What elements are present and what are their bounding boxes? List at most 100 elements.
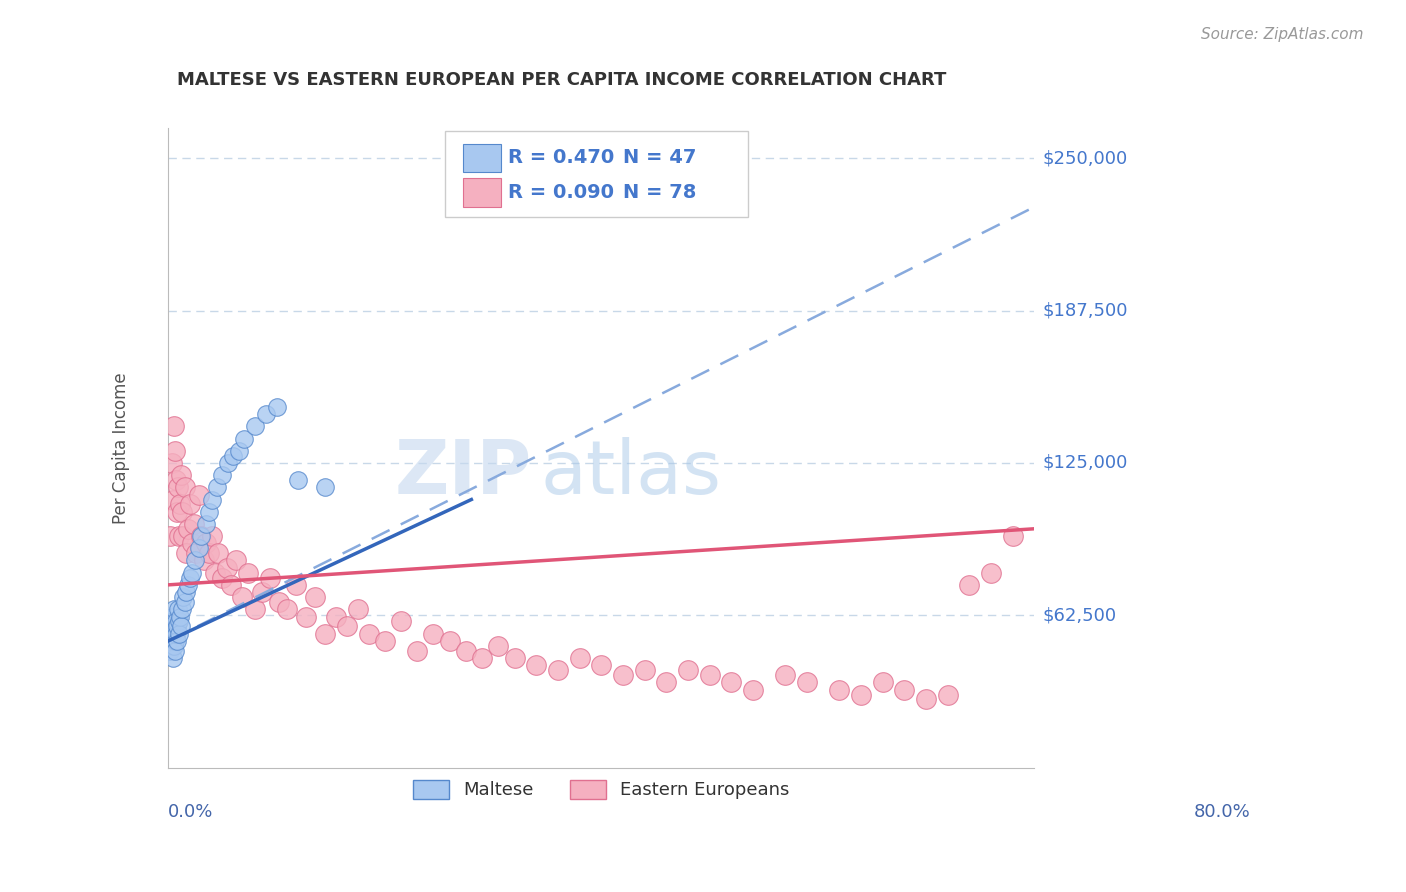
Point bbox=[179, 570, 201, 584]
Point bbox=[741, 682, 763, 697]
Point bbox=[568, 651, 591, 665]
Point bbox=[238, 566, 260, 580]
Point bbox=[547, 663, 569, 677]
Point bbox=[267, 595, 290, 609]
Point bbox=[167, 529, 190, 543]
Text: atlas: atlas bbox=[541, 437, 721, 510]
Point bbox=[325, 609, 347, 624]
Point bbox=[160, 609, 183, 624]
Point bbox=[169, 497, 191, 511]
Point bbox=[655, 675, 678, 690]
Point bbox=[200, 529, 222, 543]
Point bbox=[163, 634, 186, 648]
Point bbox=[228, 443, 250, 458]
Text: R = 0.470: R = 0.470 bbox=[508, 148, 614, 168]
Point bbox=[162, 651, 184, 665]
Point bbox=[287, 473, 309, 487]
Point bbox=[173, 595, 195, 609]
Point bbox=[163, 622, 186, 636]
Point bbox=[163, 443, 186, 458]
Point bbox=[225, 553, 247, 567]
Point bbox=[172, 505, 194, 519]
Point bbox=[222, 449, 245, 463]
Point bbox=[190, 529, 212, 543]
Point bbox=[676, 663, 699, 677]
Point bbox=[211, 570, 233, 584]
Point bbox=[177, 522, 200, 536]
Point bbox=[471, 651, 494, 665]
Point bbox=[162, 492, 184, 507]
Text: Source: ZipAtlas.com: Source: ZipAtlas.com bbox=[1201, 27, 1364, 42]
Point bbox=[200, 492, 222, 507]
Point bbox=[219, 578, 242, 592]
Point bbox=[165, 473, 187, 487]
Point bbox=[828, 682, 851, 697]
Point bbox=[314, 626, 336, 640]
Point bbox=[172, 590, 194, 604]
Point bbox=[184, 553, 207, 567]
Point bbox=[422, 626, 444, 640]
Point bbox=[211, 468, 233, 483]
Point bbox=[162, 615, 184, 629]
Point bbox=[159, 643, 181, 657]
Point bbox=[174, 585, 197, 599]
Point bbox=[181, 536, 204, 550]
Point bbox=[276, 602, 298, 616]
Text: N = 47: N = 47 bbox=[623, 148, 696, 168]
Point bbox=[266, 400, 288, 414]
Point bbox=[633, 663, 655, 677]
Point bbox=[157, 626, 180, 640]
Point bbox=[612, 668, 634, 682]
FancyBboxPatch shape bbox=[463, 178, 501, 207]
FancyBboxPatch shape bbox=[446, 131, 748, 218]
Point bbox=[165, 626, 187, 640]
Point bbox=[193, 553, 215, 567]
FancyBboxPatch shape bbox=[463, 144, 501, 172]
Point bbox=[591, 658, 613, 673]
Point bbox=[177, 578, 200, 592]
Point bbox=[980, 566, 1002, 580]
Point bbox=[285, 578, 308, 592]
Point bbox=[243, 419, 266, 434]
Point bbox=[243, 602, 266, 616]
Point bbox=[294, 609, 316, 624]
Point bbox=[503, 651, 526, 665]
Point bbox=[159, 529, 181, 543]
Point bbox=[181, 566, 204, 580]
Point bbox=[957, 578, 980, 592]
Point bbox=[204, 566, 226, 580]
Legend: Maltese, Eastern Europeans: Maltese, Eastern Europeans bbox=[405, 772, 797, 806]
Point bbox=[163, 602, 186, 616]
Point bbox=[173, 480, 195, 494]
Point bbox=[163, 639, 186, 653]
Point bbox=[699, 668, 721, 682]
Point bbox=[162, 626, 184, 640]
Point bbox=[187, 541, 209, 556]
Point bbox=[215, 561, 238, 575]
Point bbox=[198, 505, 221, 519]
Point bbox=[336, 619, 359, 633]
Point bbox=[346, 602, 368, 616]
Point bbox=[159, 634, 181, 648]
Point bbox=[170, 468, 193, 483]
Point bbox=[314, 480, 336, 494]
Point bbox=[406, 643, 429, 657]
Text: 0.0%: 0.0% bbox=[169, 803, 214, 821]
Point bbox=[198, 546, 221, 560]
Text: N = 78: N = 78 bbox=[623, 183, 696, 202]
Point bbox=[166, 505, 188, 519]
Point bbox=[163, 643, 186, 657]
Point bbox=[167, 602, 190, 616]
Point bbox=[915, 692, 938, 706]
Point bbox=[775, 668, 797, 682]
Text: 80.0%: 80.0% bbox=[1194, 803, 1251, 821]
Point bbox=[233, 432, 256, 446]
Text: ZIP: ZIP bbox=[395, 437, 531, 510]
Point bbox=[936, 688, 959, 702]
Point bbox=[195, 536, 218, 550]
Point bbox=[166, 619, 188, 633]
Point bbox=[720, 675, 742, 690]
Text: $62,500: $62,500 bbox=[1043, 607, 1116, 624]
Point bbox=[160, 639, 183, 653]
Point bbox=[166, 634, 188, 648]
